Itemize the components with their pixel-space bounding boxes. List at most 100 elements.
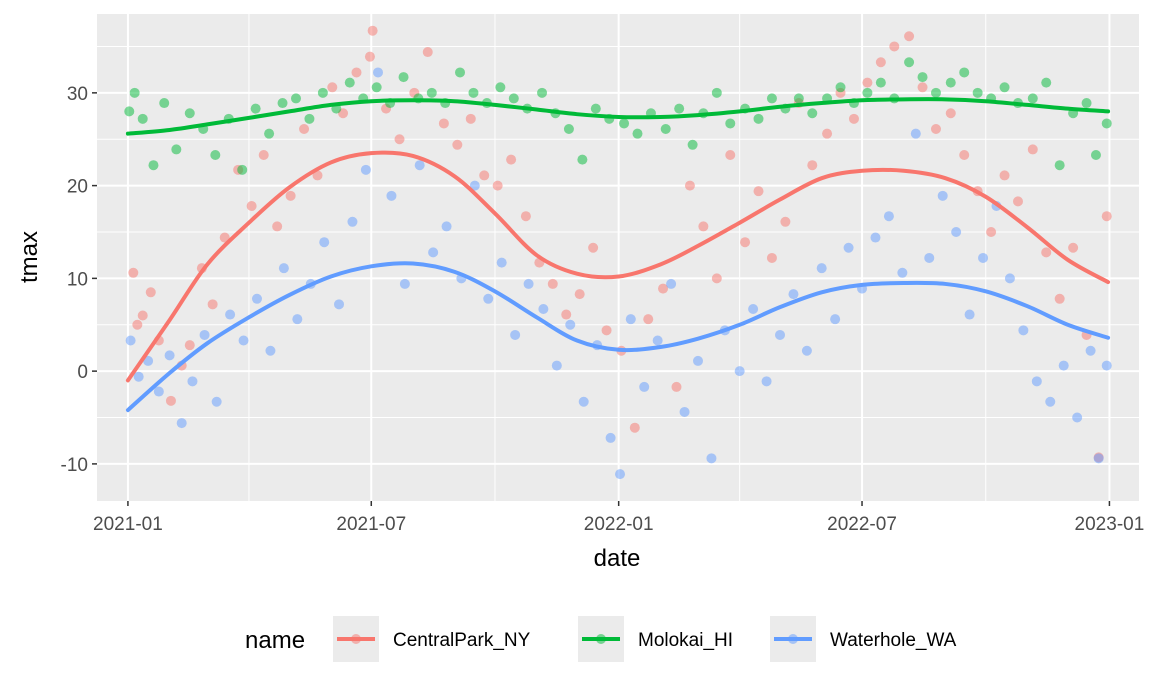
data-point — [897, 267, 908, 278]
data-point — [148, 160, 159, 171]
data-point — [145, 287, 156, 298]
data-point — [258, 149, 269, 160]
data-point — [904, 57, 915, 68]
data-point — [761, 376, 772, 387]
data-point — [684, 180, 695, 191]
data-point — [999, 82, 1010, 93]
data-point — [506, 154, 517, 165]
data-point — [1054, 293, 1065, 304]
data-point — [725, 149, 736, 160]
data-point — [674, 103, 685, 114]
data-point — [428, 247, 439, 258]
data-point — [292, 314, 303, 325]
data-point — [561, 309, 572, 320]
data-point — [164, 350, 175, 361]
data-point — [862, 77, 873, 88]
legend-item-waterhole-wa: Waterhole_WA — [770, 616, 957, 662]
data-points — [124, 25, 1112, 480]
legend-item-centralpark-ny: CentralPark_NY — [333, 616, 531, 662]
data-point — [537, 87, 548, 98]
data-point — [753, 186, 764, 197]
legend-key-point — [596, 634, 606, 644]
data-point — [578, 396, 589, 407]
data-point — [588, 242, 599, 253]
data-point — [304, 113, 315, 124]
data-point — [319, 237, 330, 248]
data-point — [1101, 211, 1112, 222]
data-point — [492, 180, 503, 191]
legend-label: Waterhole_WA — [830, 630, 957, 651]
data-point — [399, 278, 410, 289]
data-point — [875, 57, 886, 68]
data-point — [1101, 360, 1112, 371]
data-point — [422, 47, 433, 58]
data-point — [917, 72, 928, 83]
data-point — [740, 237, 751, 248]
data-point — [551, 360, 562, 371]
data-point — [364, 51, 375, 62]
data-point — [748, 303, 759, 314]
data-point — [698, 221, 709, 232]
data-point — [129, 87, 140, 98]
data-point — [426, 87, 437, 98]
data-point — [793, 93, 804, 104]
data-point — [904, 31, 915, 42]
data-point — [1004, 273, 1015, 284]
data-point — [124, 106, 135, 117]
x-tick-label: 2021-01 — [93, 514, 163, 535]
data-point — [679, 406, 690, 417]
data-point — [848, 113, 859, 124]
data-point — [945, 108, 956, 119]
data-point — [394, 134, 405, 145]
data-point — [766, 252, 777, 263]
data-point — [246, 201, 257, 212]
data-point — [265, 345, 276, 356]
data-point — [495, 82, 506, 93]
data-point — [465, 113, 476, 124]
smooth-line — [125, 97, 1111, 136]
y-tick-label: 0 — [77, 362, 88, 383]
data-point — [1085, 345, 1096, 356]
data-point — [468, 87, 479, 98]
data-point — [910, 128, 921, 139]
data-point — [807, 108, 818, 119]
data-point — [822, 128, 833, 139]
y-tick-label: 20 — [67, 177, 88, 198]
data-point — [930, 124, 941, 135]
data-point — [924, 252, 935, 263]
data-point — [889, 41, 900, 52]
x-tick-label: 2021-07 — [336, 514, 406, 535]
data-point — [133, 371, 144, 382]
data-point — [692, 355, 703, 366]
data-point — [199, 329, 210, 340]
y-tick-label: 30 — [67, 84, 88, 105]
data-point — [711, 87, 722, 98]
data-point — [766, 93, 777, 104]
legend-label: CentralPark_NY — [393, 630, 531, 651]
data-point — [344, 77, 355, 88]
data-point — [538, 303, 549, 314]
data-point — [999, 170, 1010, 181]
data-point — [277, 98, 288, 109]
smooth-line — [125, 261, 1111, 413]
data-point — [972, 87, 983, 98]
y-tick-label: 10 — [67, 269, 88, 290]
data-point — [775, 329, 786, 340]
data-point — [278, 263, 289, 274]
data-point — [327, 82, 338, 93]
data-point — [187, 376, 198, 387]
data-point — [251, 293, 262, 304]
data-point — [870, 232, 881, 243]
y-axis-title: tmax — [16, 231, 43, 283]
data-point — [639, 381, 650, 392]
data-point — [883, 211, 894, 222]
data-point — [496, 257, 507, 268]
data-point — [658, 283, 669, 294]
data-point — [978, 252, 989, 263]
data-point — [959, 149, 970, 160]
data-point — [210, 149, 221, 160]
data-point — [452, 139, 463, 150]
data-point — [816, 263, 827, 274]
data-point — [574, 289, 585, 300]
data-point — [652, 335, 663, 346]
